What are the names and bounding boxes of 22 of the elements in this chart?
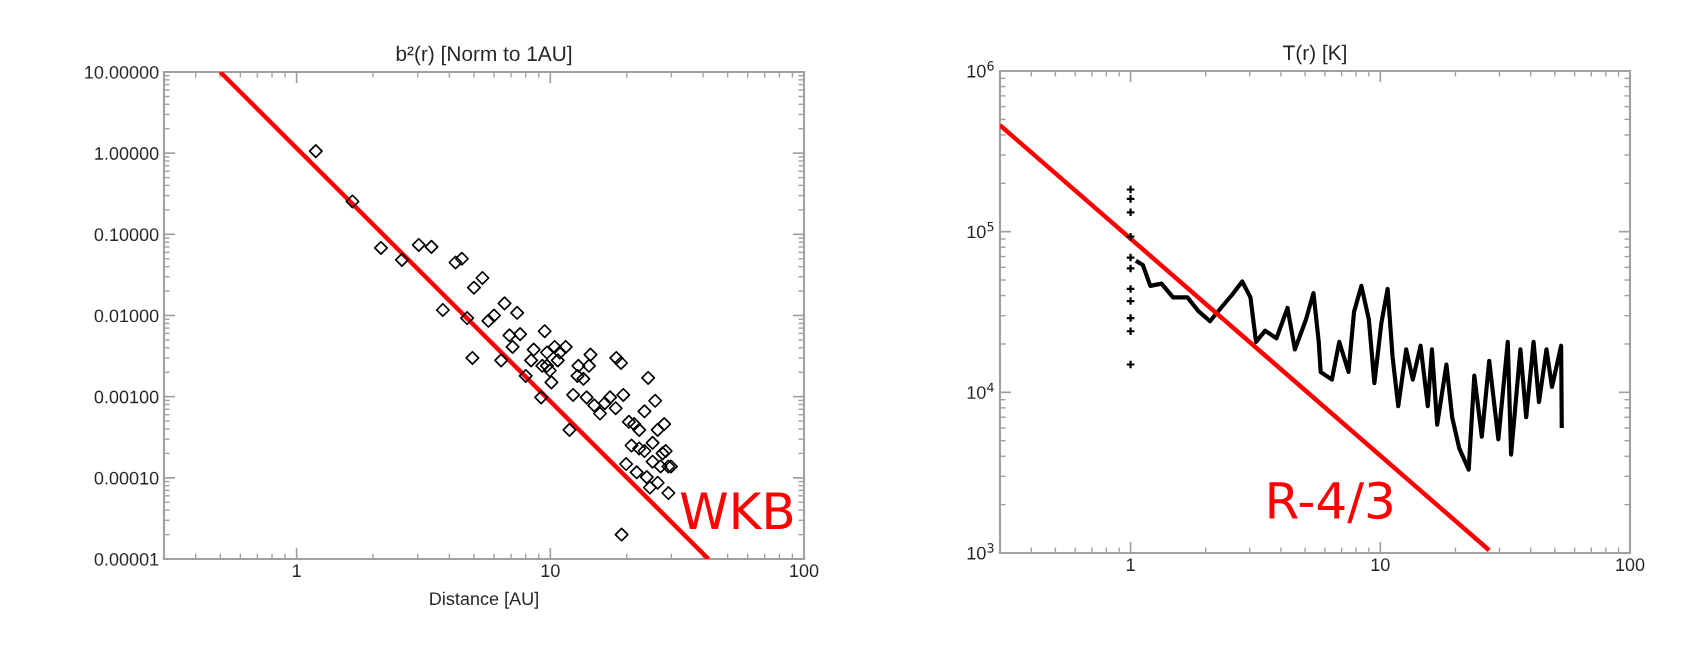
y-tick-label: 0.00001 xyxy=(94,552,159,566)
annotation: R-4/3 xyxy=(1269,481,1392,524)
y-tick-label: 10.00000 xyxy=(85,65,159,79)
x-tick-label: 1 xyxy=(293,564,301,577)
y-tick-label: 0.00010 xyxy=(94,471,159,485)
x-tick-label: 10 xyxy=(1371,558,1390,572)
y-tick-label: 10$^{3}$ xyxy=(967,543,994,560)
x-axis-title: Distance [AU] xyxy=(430,591,538,609)
y-tick-label: 10$^{6}$ xyxy=(967,61,994,78)
x-tick-label: 100 xyxy=(790,564,819,578)
y-tick-label: 0.01000 xyxy=(94,309,159,323)
y-tick-label: 1.00000 xyxy=(95,147,159,160)
chart-title: b²(r) [Norm to 1AU] xyxy=(396,45,572,66)
annotation: WKB xyxy=(680,492,793,529)
x-tick-label: 1 xyxy=(1126,558,1135,571)
x-tick-label: 10 xyxy=(541,564,560,578)
y-tick-label: 10$^{4}$ xyxy=(967,382,994,399)
y-tick-label: 0.00100 xyxy=(94,390,159,404)
y-tick-label: 0.10000 xyxy=(94,228,159,242)
x-tick-label: 100 xyxy=(1616,558,1645,572)
y-tick-label: 10$^{5}$ xyxy=(967,221,994,239)
chart-title: T(r) [K] xyxy=(1283,44,1346,65)
